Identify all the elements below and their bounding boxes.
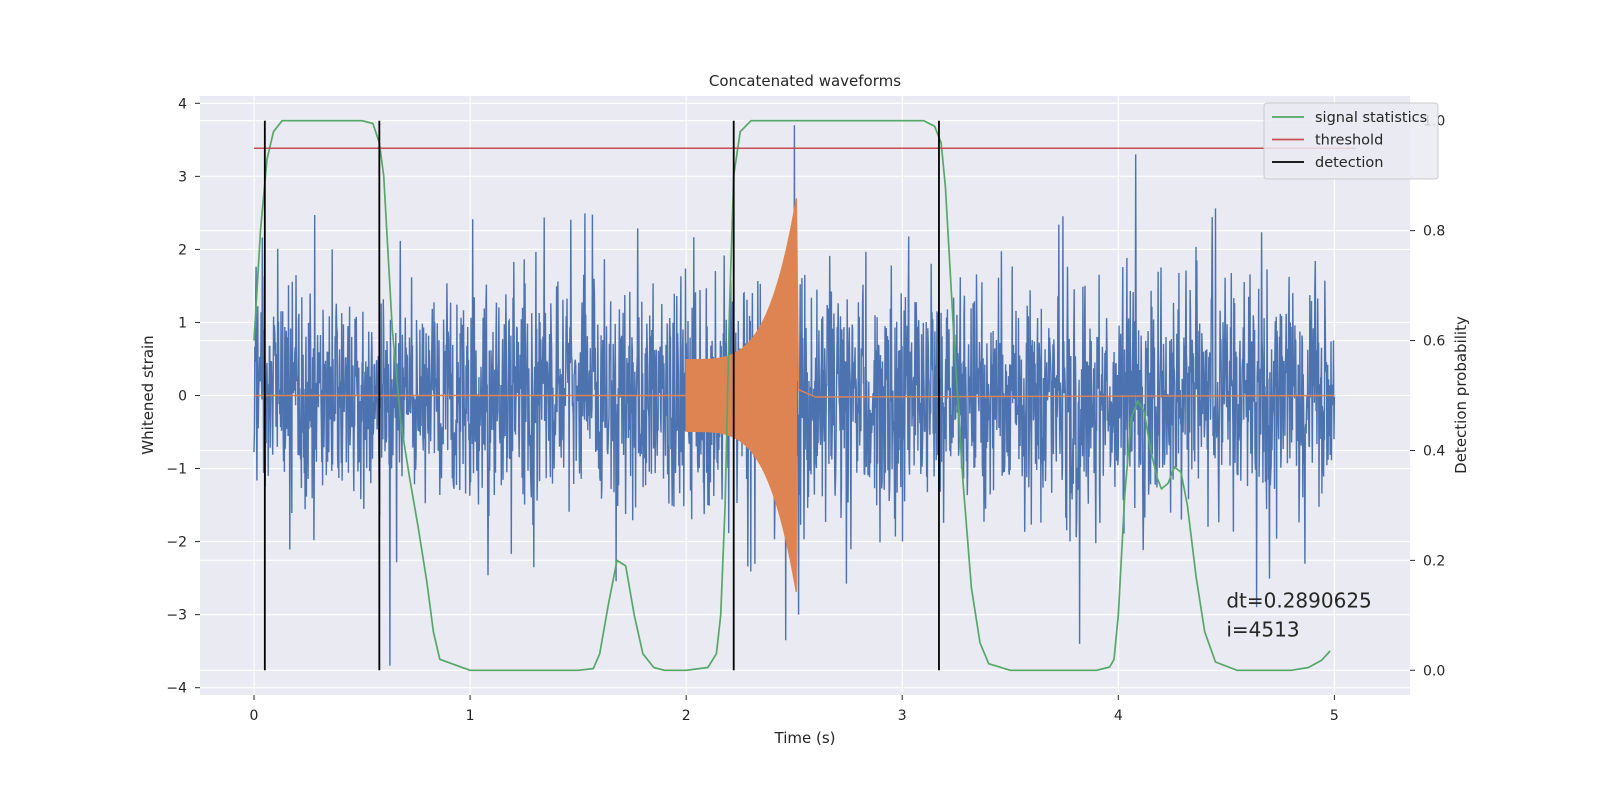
annotation-text: dt=0.2890625 — [1226, 588, 1371, 612]
y-tick-label: −2 — [166, 535, 187, 551]
y-ticks-left: 4 3 2 1 0 −1 −2 −3 −4 — [166, 96, 200, 697]
y2-tick-label: 0.2 — [1423, 553, 1445, 569]
chart-title: Concatenated waveforms — [709, 72, 901, 90]
signal-statistics-line — [253, 119, 1331, 672]
y-tick-label: −3 — [166, 608, 187, 624]
x-tick-label: 4 — [1114, 708, 1123, 724]
x-tick-label: 0 — [250, 708, 259, 724]
y2-tick-label: 0.4 — [1423, 443, 1445, 459]
x-ticks: 0 1 2 3 4 5 — [250, 695, 1339, 724]
y-tick-label: 2 — [178, 242, 187, 258]
y-axis-label-left: Whitened strain — [139, 335, 157, 454]
legend-label: detection — [1315, 155, 1383, 171]
y2-tick-label: 0.0 — [1423, 663, 1445, 679]
legend-label: threshold — [1315, 133, 1383, 149]
y-tick-label: 3 — [178, 169, 187, 185]
x-tick-label: 2 — [682, 708, 691, 724]
y2-tick-label: 0.6 — [1423, 334, 1445, 350]
y-tick-label: 4 — [178, 96, 187, 112]
y-tick-label: −1 — [166, 462, 187, 478]
x-axis-label: Time (s) — [774, 729, 836, 747]
x-tick-label: 1 — [466, 708, 475, 724]
legend: signal statistics threshold detection — [1263, 102, 1439, 180]
annotation-text: i=4513 — [1226, 618, 1299, 642]
x-tick-label: 5 — [1330, 708, 1339, 724]
y-tick-label: −4 — [166, 681, 187, 697]
annotations: dt=0.2890625 i=4513 — [1226, 588, 1371, 641]
y-axis-label-right: Detection probability — [1452, 316, 1470, 474]
signal-waveform-line — [254, 198, 1335, 593]
waveforms — [253, 125, 1336, 666]
stats-layer — [253, 119, 1356, 672]
x-tick-label: 3 — [898, 708, 907, 724]
y-tick-label: 1 — [178, 315, 187, 331]
legend-box — [1263, 102, 1439, 180]
y-tick-label: 0 — [178, 389, 187, 405]
y2-tick-label: 0.8 — [1423, 224, 1445, 240]
legend-label: signal statistics — [1315, 110, 1427, 126]
